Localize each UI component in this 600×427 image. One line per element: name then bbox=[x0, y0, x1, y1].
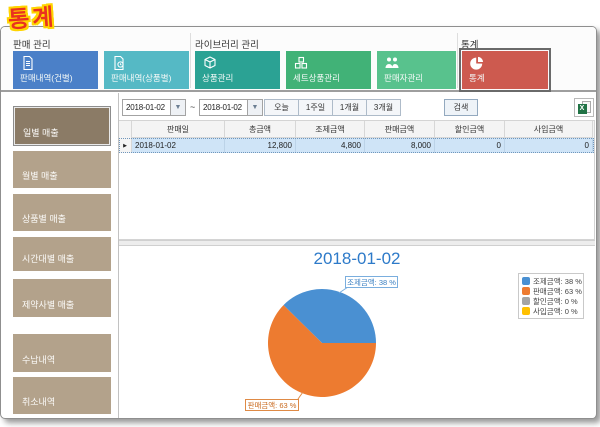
toolbar-group-library-label: 라이브러리 관리 bbox=[195, 40, 259, 51]
legend-item: 조제금액: 38 % bbox=[522, 276, 582, 286]
sidebar-item-daily-sales[interactable]: 일별 매출 bbox=[13, 106, 111, 146]
sidebar-item-label: 수납내역 bbox=[22, 355, 56, 365]
chart-legend: 조제금액: 38 % 판매금액: 63 % 할인금액: 0 % 사입금액: 0 … bbox=[518, 273, 584, 319]
sidebar-item-product-sales[interactable]: 상품별 매출 bbox=[13, 194, 111, 231]
selected-row-arrow-icon: ▶ bbox=[119, 138, 132, 153]
sidebar-item-label: 일별 매출 bbox=[23, 128, 59, 138]
column-header-purchase-amount[interactable]: 사입금액 bbox=[505, 121, 593, 138]
sidebar-item-monthly-sales[interactable]: 월별 매출 bbox=[13, 151, 111, 188]
sidebar-item-payments[interactable]: 수납내역 bbox=[13, 334, 111, 372]
callout-connector bbox=[338, 286, 349, 294]
document-tag-icon bbox=[111, 55, 127, 71]
button-label: 판매내역(건별) bbox=[20, 73, 73, 83]
excel-export-icon: X bbox=[577, 101, 591, 114]
toolbar-group-stats-label: 통계 bbox=[461, 40, 479, 51]
column-header-total-amount[interactable]: 총금액 bbox=[225, 121, 296, 138]
pie-slice-조제금액 bbox=[283, 288, 376, 343]
sidebar-item-hourly-sales[interactable]: 시간대별 매출 bbox=[13, 237, 111, 271]
set-product-management-button[interactable]: 세트상품관리 bbox=[286, 51, 371, 89]
sidebar-item-label: 제약사별 매출 bbox=[22, 300, 75, 310]
legend-label: 사입금액: 0 % bbox=[533, 306, 578, 316]
cell-total-amount: 12,800 bbox=[225, 138, 296, 153]
row-indicator-header bbox=[119, 121, 132, 138]
excel-export-button[interactable]: X bbox=[574, 98, 594, 117]
sidebar-item-cancellations[interactable]: 취소내역 bbox=[13, 377, 111, 414]
pie-chart bbox=[268, 286, 376, 400]
date-to-combobox[interactable]: 2018-01-02 ▼ bbox=[199, 99, 263, 116]
toolbar-divider bbox=[457, 33, 458, 88]
button-label: 판매내역(상품별) bbox=[111, 73, 172, 83]
sidebar-item-pharma-sales[interactable]: 제약사별 매출 bbox=[13, 279, 111, 317]
legend-marker-dispense bbox=[522, 277, 530, 285]
range-one-month-button[interactable]: 1개월 bbox=[332, 99, 367, 116]
document-icon bbox=[20, 55, 36, 71]
chart-panel: 2018-01-02 조제금액: 38 % 판매금액: 63 % 조제금액: 3… bbox=[119, 246, 595, 418]
cubes-icon bbox=[293, 55, 309, 71]
statistics-button[interactable]: 통계 bbox=[462, 51, 548, 89]
seller-management-button[interactable]: 판매자관리 bbox=[377, 51, 456, 89]
sidebar-item-label: 상품별 매출 bbox=[22, 214, 66, 224]
legend-marker-discount bbox=[522, 297, 530, 305]
legend-item: 판매금액: 63 % bbox=[522, 286, 582, 296]
date-range-separator: ~ bbox=[190, 102, 196, 112]
date-from-value: 2018-01-02 bbox=[126, 103, 165, 112]
legend-item: 사입금액: 0 % bbox=[522, 306, 580, 316]
column-header-discount-amount[interactable]: 할인금액 bbox=[435, 121, 505, 138]
pie-label-sales: 판매금액: 63 % bbox=[245, 399, 299, 411]
sales-table: 판매일 총금액 조제금액 판매금액 할인금액 사입금액 ▶ 2018-01-02… bbox=[119, 120, 595, 240]
toolbar-divider bbox=[190, 33, 191, 88]
range-today-button[interactable]: 오늘 bbox=[264, 99, 299, 116]
cell-discount-amount: 0 bbox=[435, 138, 505, 153]
range-three-month-button[interactable]: 3개월 bbox=[366, 99, 401, 116]
chart-title: 2018-01-02 bbox=[313, 249, 401, 268]
callout-connector bbox=[297, 391, 304, 400]
button-label: 통계 bbox=[469, 73, 485, 83]
legend-marker-purchase bbox=[522, 307, 530, 315]
button-label: 판매자관리 bbox=[384, 73, 424, 83]
button-label: 세트상품관리 bbox=[293, 73, 340, 83]
sidebar-item-label: 취소내역 bbox=[22, 397, 56, 407]
toolbar-group-sales-label: 판매 관리 bbox=[13, 40, 51, 51]
table-row[interactable]: ▶ 2018-01-02 12,800 4,800 8,000 0 0 bbox=[119, 138, 594, 153]
legend-item: 할인금액: 0 % bbox=[522, 296, 580, 306]
sidebar-item-label: 월별 매출 bbox=[22, 171, 58, 181]
cell-sale-date: 2018-01-02 bbox=[132, 138, 225, 153]
panel-splitter[interactable] bbox=[119, 240, 595, 246]
cell-dispense-amount: 4,800 bbox=[296, 138, 365, 153]
people-icon bbox=[384, 55, 400, 71]
pie-label-dispense: 조제금액: 38 % bbox=[345, 276, 398, 288]
pie-slice-판매금액 bbox=[268, 305, 376, 397]
search-button[interactable]: 검색 bbox=[444, 99, 478, 116]
cell-sales-amount: 8,000 bbox=[365, 138, 435, 153]
sales-by-product-button[interactable]: 판매내역(상품별) bbox=[104, 51, 189, 89]
legend-label: 조제금액: 38 % bbox=[533, 276, 582, 286]
date-to-value: 2018-01-02 bbox=[203, 103, 242, 112]
cube-icon bbox=[202, 55, 218, 71]
sidebar-item-label: 시간대별 매출 bbox=[22, 254, 75, 264]
column-header-sales-amount[interactable]: 판매금액 bbox=[365, 121, 435, 138]
toolbar: 판매 관리 라이브러리 관리 통계 판매내역(건별) 판매내역(상품별) 상품관… bbox=[1, 27, 596, 92]
chevron-down-icon[interactable]: ▼ bbox=[170, 100, 185, 115]
legend-label: 할인금액: 0 % bbox=[533, 296, 578, 306]
button-label: 상품관리 bbox=[202, 73, 234, 83]
column-header-sale-date[interactable]: 판매일 bbox=[132, 121, 225, 138]
legend-marker-sales bbox=[522, 287, 530, 295]
range-one-week-button[interactable]: 1주일 bbox=[298, 99, 333, 116]
product-management-button[interactable]: 상품관리 bbox=[195, 51, 280, 89]
cell-purchase-amount: 0 bbox=[505, 138, 593, 153]
legend-label: 판매금액: 63 % bbox=[533, 286, 582, 296]
date-from-combobox[interactable]: 2018-01-02 ▼ bbox=[122, 99, 186, 116]
app-window: 판매 관리 라이브러리 관리 통계 판매내역(건별) 판매내역(상품별) 상품관… bbox=[0, 26, 597, 419]
table-header-row: 판매일 총금액 조제금액 판매금액 할인금액 사입금액 bbox=[119, 121, 594, 138]
sidebar-divider bbox=[118, 93, 119, 418]
column-header-dispense-amount[interactable]: 조제금액 bbox=[296, 121, 365, 138]
sales-by-transaction-button[interactable]: 판매내역(건별) bbox=[13, 51, 98, 89]
chevron-down-icon[interactable]: ▼ bbox=[247, 100, 262, 115]
pie-chart-icon bbox=[469, 55, 485, 71]
app-logo: 통계 bbox=[7, 3, 58, 33]
